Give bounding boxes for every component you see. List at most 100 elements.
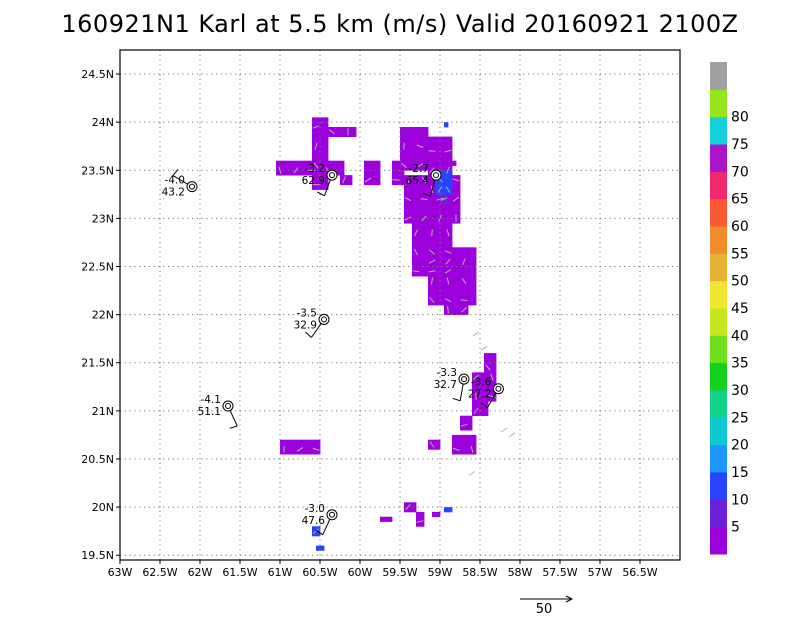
wind-arrow <box>500 427 508 433</box>
wind-cell <box>372 165 381 176</box>
wind-cell <box>468 247 477 258</box>
station-humidity: 43.2 <box>162 187 185 199</box>
lon-tick-label: 57.5W <box>542 566 577 579</box>
wind-arrow <box>364 177 372 183</box>
station-model: -3.627.2 <box>468 377 504 409</box>
wind-arrow <box>460 299 468 301</box>
wind-cell <box>276 160 285 166</box>
station-circle <box>222 400 234 412</box>
wind-cell <box>420 247 429 258</box>
wind-arrow <box>472 374 480 380</box>
wind-cell <box>428 237 437 248</box>
wind-cell <box>420 223 429 229</box>
wind-cell <box>352 127 357 137</box>
colorbar-label: 20 <box>731 438 749 454</box>
wind-cell <box>424 151 429 161</box>
colorbar-swatch <box>710 526 727 555</box>
wind-barb-flag <box>229 425 238 429</box>
wind-cell <box>420 256 429 267</box>
wind-cell <box>424 127 429 133</box>
station-humidity: 32.7 <box>434 379 457 391</box>
wind-cell <box>460 444 469 455</box>
wind-cell <box>420 204 429 214</box>
reference-vector: 50 <box>520 595 574 617</box>
wind-cell <box>332 160 341 166</box>
lon-tick-label: 57W <box>588 566 613 579</box>
wind-arrow <box>446 229 450 237</box>
colorbar-swatch <box>710 89 727 118</box>
wind-cell <box>300 165 309 176</box>
wind-arrow <box>470 445 474 453</box>
wind-cell <box>468 276 477 287</box>
lat-tick-label: 19.5N <box>81 549 114 562</box>
station-circle <box>186 181 198 193</box>
wind-arrow <box>490 373 494 381</box>
wind-cell <box>296 439 305 445</box>
wind-cell <box>428 155 437 166</box>
wind-cell <box>452 247 461 258</box>
wind-cell <box>404 204 413 214</box>
station-circle <box>318 313 330 325</box>
wind-barb-flag <box>315 529 323 536</box>
wind-cell <box>372 175 381 186</box>
wind-cell <box>412 184 421 195</box>
wind-arrow <box>472 331 480 337</box>
wind-cell <box>444 507 453 513</box>
wind-cell <box>480 401 489 407</box>
wind-cell <box>472 401 481 407</box>
wind-cell <box>316 545 325 551</box>
station-humidity: 51.1 <box>198 406 221 418</box>
wind-arrow <box>403 142 405 150</box>
wind-cell <box>420 184 429 195</box>
wind-cell <box>468 256 477 267</box>
wind-cell <box>444 170 453 176</box>
station-temperature: -3.0 <box>305 503 326 515</box>
wind-cell <box>400 131 409 142</box>
colorbar-label: 70 <box>731 164 749 180</box>
wind-arrow <box>401 162 407 169</box>
wind-cell <box>444 122 449 128</box>
wind-arrow <box>313 528 319 534</box>
wind-cell <box>312 439 321 445</box>
wind-cell <box>480 406 489 416</box>
wind-cell <box>412 194 421 205</box>
wind-cell <box>284 160 293 166</box>
lon-tick-label: 58W <box>508 566 533 579</box>
wind-cell <box>388 516 393 522</box>
wind-arrow <box>428 150 436 152</box>
station-model: -3.047.6 <box>302 503 338 536</box>
wind-cell <box>472 382 481 392</box>
lat-tick-label: 21.5N <box>81 357 114 370</box>
wind-cell <box>288 444 297 455</box>
wind-cell <box>408 131 417 142</box>
wind-cell <box>444 204 453 214</box>
wind-cell <box>452 256 461 267</box>
station-temperature: -4.1 <box>201 394 222 406</box>
station-circle <box>430 169 442 181</box>
wind-cell <box>428 194 437 205</box>
wind-cell <box>480 382 489 392</box>
wind-arrow <box>416 163 424 168</box>
wind-cell <box>460 285 469 296</box>
wind-arrow <box>413 248 419 256</box>
wind-arrow <box>313 162 319 169</box>
wind-arrow <box>444 149 452 153</box>
wind-cell <box>420 266 429 277</box>
wind-cell <box>412 223 421 229</box>
colorbar-label: 25 <box>731 410 749 426</box>
station-humidity: 47.6 <box>302 515 326 527</box>
colorbar-label: 60 <box>731 219 749 235</box>
lon-tick-label: 58.5W <box>462 566 497 579</box>
colorbar-swatch <box>710 417 727 446</box>
lat-tick-label: 20N <box>92 501 114 514</box>
wind-barb-flag <box>317 191 325 197</box>
wind-cell <box>312 151 321 161</box>
colorbar-label: 55 <box>731 246 749 262</box>
wind-arrow <box>480 345 488 351</box>
colorbar-label: 5 <box>731 520 740 536</box>
colorbar-label: 75 <box>731 137 749 153</box>
wind-cell <box>492 353 497 364</box>
colorbar-label: 30 <box>731 383 749 399</box>
wind-arrow <box>420 198 428 200</box>
